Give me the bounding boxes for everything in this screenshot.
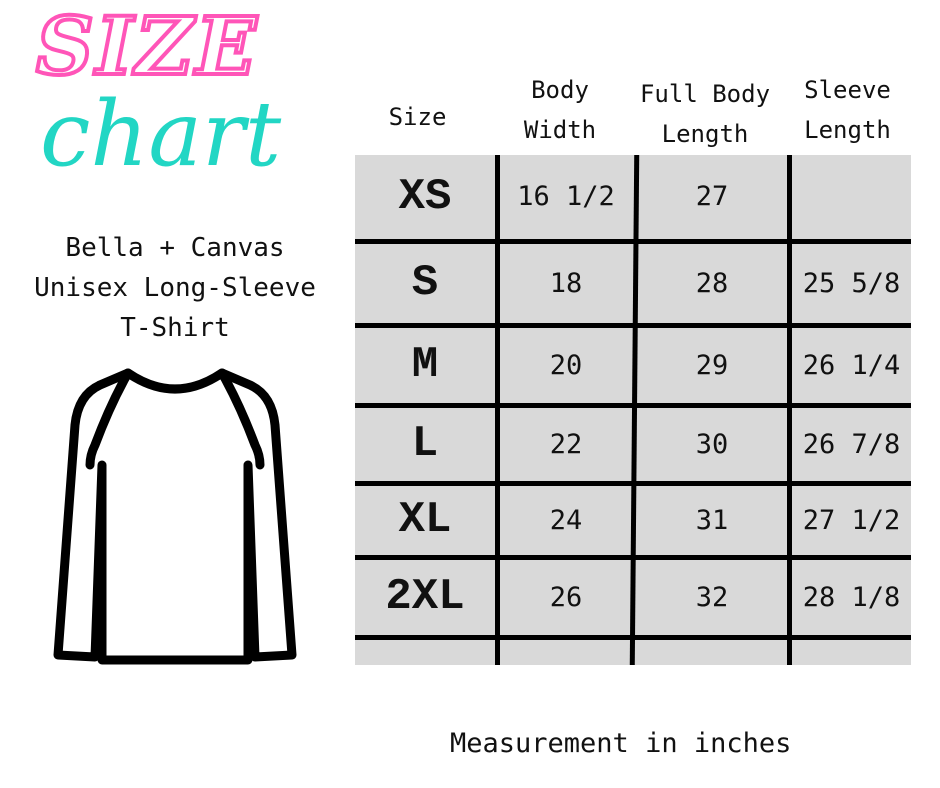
row-divider	[355, 323, 911, 328]
product-brand: Bella + Canvas	[65, 233, 285, 263]
measurement-cell: 29	[695, 350, 729, 381]
logo-size-text: SIZE	[34, 0, 259, 93]
size-label-cell: S	[411, 258, 439, 308]
measurement-cell: 26	[549, 582, 583, 613]
row-divider	[355, 635, 911, 640]
size-label-cell: L	[411, 419, 439, 469]
header-text: Length	[804, 116, 891, 144]
measurement-cell: 31	[695, 505, 729, 536]
row-divider	[355, 555, 911, 560]
measurement-cell: 28 1/8	[802, 582, 901, 613]
header-text: Width	[523, 116, 597, 144]
measurement-note: Measurement in inches	[450, 728, 792, 759]
measurement-cell: 27 1/2	[802, 505, 901, 536]
measurement-cell: 18	[549, 268, 583, 299]
header-text: Length	[661, 120, 749, 148]
size-label-cell: M	[411, 340, 439, 390]
size-label-cell: 2XL	[385, 572, 465, 622]
logo-chart-text: chart	[40, 82, 282, 187]
measurement-cell: 25 5/8	[802, 268, 901, 299]
header-full-body-length: Full Body Length	[630, 74, 780, 154]
header-text: Size	[388, 103, 447, 131]
measurement-cell	[792, 155, 911, 239]
size-table: XS 16 1/2 27 S 18 28 25 5/8 M 20 29 26 1/4 L 22 30 26 …	[355, 155, 911, 665]
measurement-cell: 26 1/4	[802, 350, 901, 381]
header-text: Full Body	[639, 80, 771, 108]
product-type: T-Shirt	[120, 313, 230, 343]
column-divider	[495, 155, 500, 665]
measurement-cell: 26 7/8	[802, 429, 901, 460]
header-sleeve-length: Sleeve Length	[785, 70, 910, 150]
header-text: Body	[531, 76, 589, 104]
measurement-cell: 28	[695, 268, 729, 299]
measurement-cell: 32	[695, 582, 729, 613]
header-text: Sleeve	[804, 76, 891, 104]
measurement-cell: 16 1/2	[517, 181, 615, 212]
measurement-cell: 20	[549, 350, 583, 381]
product-name: Bella + Canvas Unisex Long-Sleeve T-Shir…	[0, 228, 350, 348]
size-label-cell: XL	[398, 495, 452, 545]
header-size: Size	[360, 97, 475, 137]
row-divider	[355, 481, 911, 486]
measurement-cell: 22	[549, 429, 583, 460]
product-model: Unisex Long-Sleeve	[34, 273, 316, 303]
measurement-cell: 24	[549, 505, 583, 536]
column-divider	[787, 155, 792, 665]
size-label-cell: XS	[398, 172, 452, 222]
measurement-cell: 30	[695, 429, 729, 460]
long-sleeve-shirt-icon	[53, 368, 297, 665]
header-body-width: Body Width	[500, 70, 620, 150]
measurement-cell: 27	[695, 181, 729, 212]
row-divider	[355, 403, 911, 408]
row-divider	[355, 239, 911, 244]
